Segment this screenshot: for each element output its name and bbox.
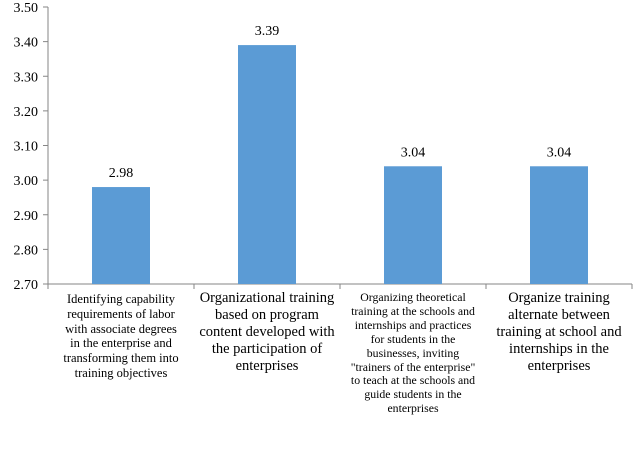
y-tick-label: 3.30: [14, 70, 39, 85]
y-tick-label: 3.20: [14, 105, 39, 120]
data-label: 2.98: [109, 166, 134, 181]
category-label: Organizing theoretical training at the s…: [350, 290, 476, 416]
y-tick-label: 3.00: [14, 174, 39, 189]
bar: [92, 187, 150, 284]
y-tick-label: 2.80: [14, 243, 39, 258]
category-label: Organize training alternate between trai…: [496, 290, 622, 375]
y-tick-label: 3.40: [14, 36, 39, 51]
data-label: 3.04: [547, 145, 572, 160]
data-label: 3.04: [401, 145, 426, 160]
bar: [530, 166, 588, 284]
y-tick-label: 2.70: [14, 278, 39, 293]
data-label: 3.39: [255, 24, 280, 39]
y-tick-label: 3.10: [14, 140, 39, 155]
category-label: Identifying capability requirements of l…: [63, 292, 179, 380]
bar: [238, 45, 296, 285]
y-tick-label: 2.90: [14, 209, 39, 224]
y-tick-label: 3.50: [14, 1, 39, 16]
bar: [384, 166, 442, 284]
category-label: Organizational training based on program…: [199, 290, 335, 375]
